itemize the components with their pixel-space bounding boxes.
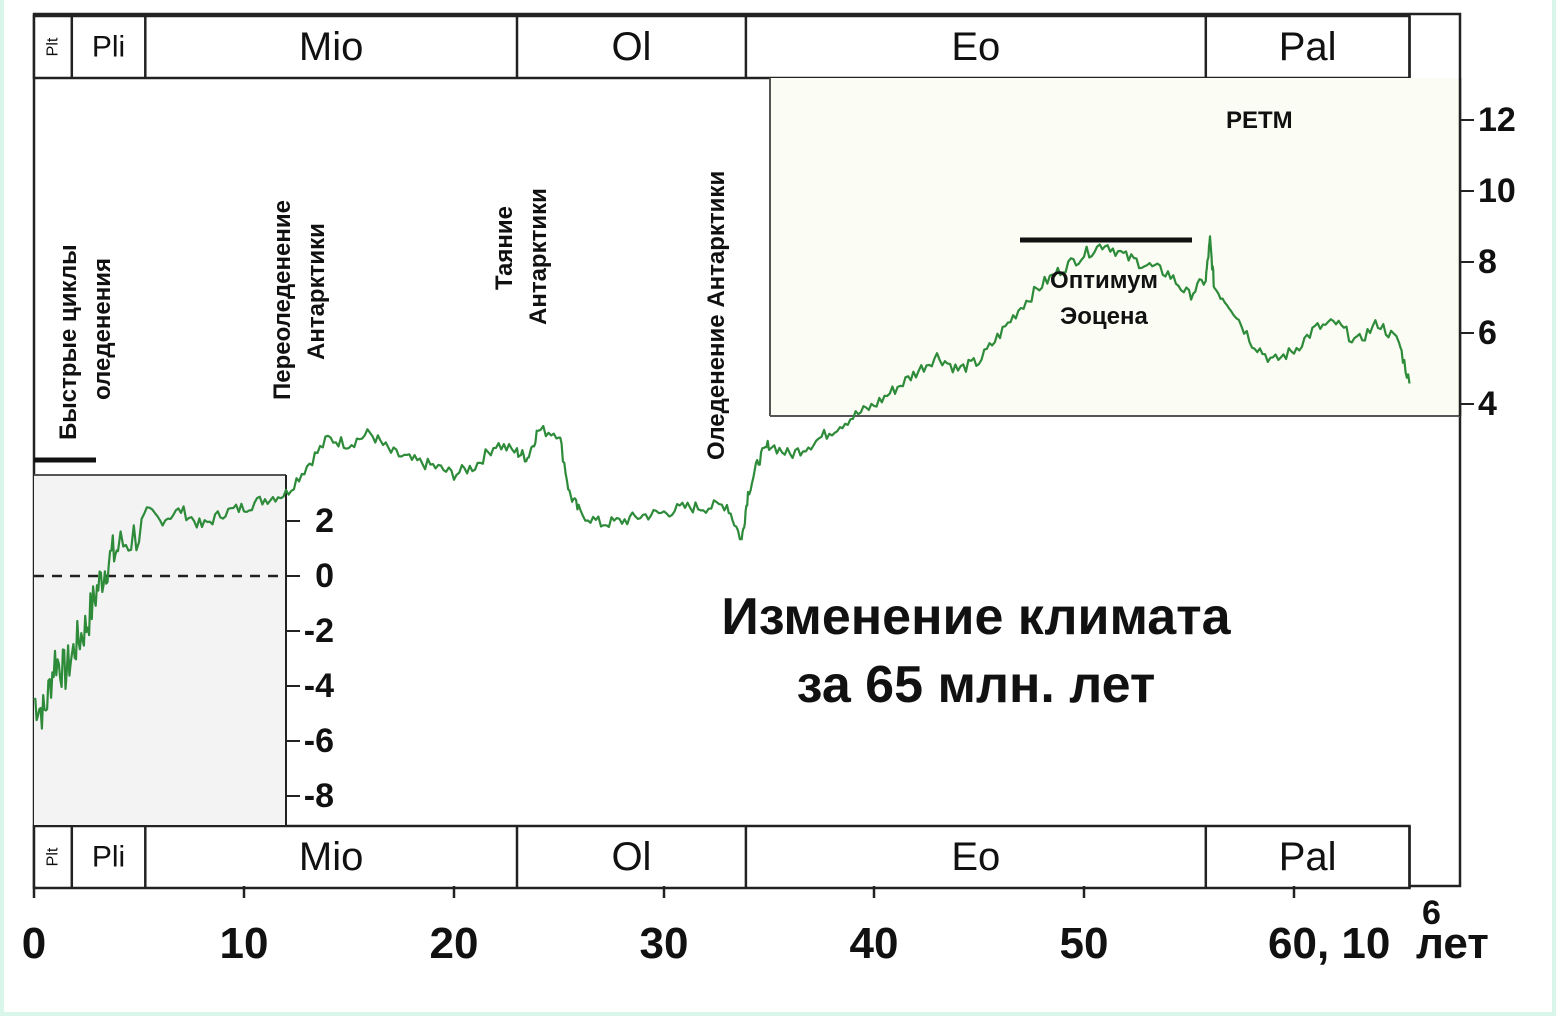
annotation-rapid-cycles-1: Быстрые циклы [55, 244, 82, 440]
epoch-label-top: Mio [299, 25, 363, 69]
x-tick-label: 20 [430, 919, 479, 968]
series-layer [33, 235, 1411, 730]
epoch-label-bottom: Plt [44, 847, 61, 866]
left-y-tick-label: -4 [304, 667, 334, 705]
x-unit-superscript: 6 [1422, 894, 1441, 932]
x-tick-label: 10 [220, 919, 269, 968]
x-axis: 0 10 20 30 40 50 [22, 886, 1296, 968]
annotation-melting-1: Таяние [491, 206, 518, 290]
epoch-label-top: Eo [951, 25, 1000, 69]
left-y-tick-label: -8 [304, 777, 334, 815]
epoch-label-bottom: Ol [611, 835, 651, 879]
right-y-axis: 12 10 8 6 4 [1458, 78, 1516, 423]
annotation-reglaciation-2: Антарктики [303, 223, 330, 360]
left-y-axis: 2 0 -2 -4 -6 -8 [286, 502, 334, 815]
x-tick-label: 40 [850, 919, 899, 968]
right-y-tick-label: 10 [1478, 172, 1516, 210]
annotation-melting-2: Антарктики [525, 188, 552, 325]
x-tick-label: 50 [1060, 919, 1109, 968]
left-y-tick-label: -2 [304, 612, 334, 650]
chart-title-line-1: Изменение климата [721, 588, 1231, 646]
epoch-label-bottom: Mio [299, 835, 363, 879]
left-y-tick-label: 2 [315, 502, 334, 540]
annotation-reglaciation-1: Переоледенение [269, 200, 296, 400]
epoch-bar-frame-bottom [32, 824, 1411, 890]
annotation-glaciation: Оледенение Антарктики [703, 171, 730, 460]
climate-chart: Plt Pli Mio Ol Eo Pal Plt Pli Mio Ol Eo Pal 20-2-4… [22, 12, 1516, 968]
right-y-tick-label: 12 [1478, 101, 1516, 139]
right-y-tick-label: 8 [1478, 243, 1497, 281]
x-unit-suffix: лет [1416, 919, 1489, 968]
epoch-label-top: Ol [611, 25, 651, 69]
series-line [33, 235, 1411, 730]
annotation-eocene-optimum-1: Оптимум [1050, 267, 1158, 294]
epoch-label-bottom: Pal [1279, 835, 1337, 879]
chart-frame: Plt Pli Mio Ol Eo Pal Plt Pli Mio Ol Eo Pal 2 0 -2 -4… [4, 0, 1552, 1012]
epoch-bar-bottom: Plt Pli Mio Ol Eo Pal [32, 824, 1411, 890]
epoch-label-top: Plt [44, 37, 61, 56]
chart-title-line-2: за 65 млн. лет [797, 656, 1156, 714]
right-y-tick-label: 4 [1478, 385, 1497, 423]
annotation-petm: PETM [1226, 107, 1293, 134]
epoch-label-top: Pal [1279, 25, 1337, 69]
left-y-tick-label: 0 [315, 557, 334, 595]
epoch-label-bottom: Pli [92, 841, 125, 874]
epoch-bar-frame-top [32, 14, 1411, 80]
x-tick-label: 0 [22, 919, 46, 968]
epoch-bar-top: Plt Pli Mio Ol Eo Pal [32, 14, 1411, 80]
epoch-label-bottom: Eo [951, 835, 1000, 879]
x-tick-label: 30 [640, 919, 689, 968]
annotation-eocene-optimum-2: Эоцена [1060, 303, 1148, 330]
epoch-label-top: Pli [92, 31, 125, 64]
left-y-tick-label: -6 [304, 722, 334, 760]
right-panel [770, 78, 1460, 416]
right-y-tick-label: 6 [1478, 314, 1497, 352]
x-tick-label-last: 60, 10 [1268, 919, 1390, 968]
annotation-rapid-cycles-2: оледенения [89, 258, 116, 400]
